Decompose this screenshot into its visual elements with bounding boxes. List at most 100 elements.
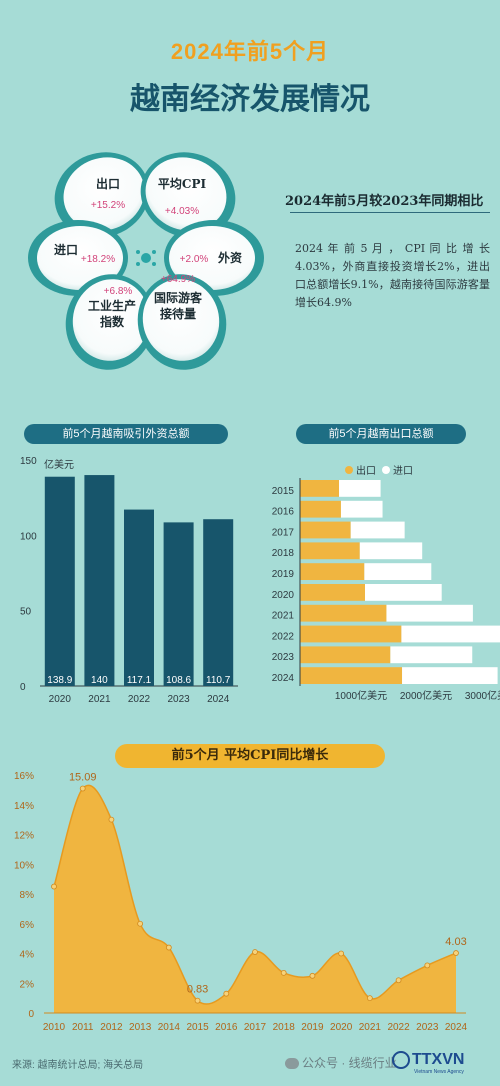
cpi-y-tick: 14%	[14, 801, 34, 812]
cpi-point	[453, 950, 459, 956]
trade-import-bar	[359, 542, 423, 560]
cpi-point	[424, 962, 431, 969]
cpi-y-tick: 16%	[14, 771, 34, 782]
summary-text: 2024 年 前 5 月 ， CPI 同 比 增 长 4.03%，外商直接投资增…	[295, 242, 490, 309]
cpi-x-tick: 2020	[330, 1022, 353, 1033]
cpi-x-tick: 2013	[129, 1022, 152, 1033]
cpi-x-tick: 2016	[215, 1022, 238, 1033]
cpi-data-label: 4.03	[445, 936, 466, 948]
petal-industry-value: +6.8%	[104, 286, 133, 297]
petal-fdi-label: 外资	[218, 250, 242, 265]
fdi-x-tick: 2021	[88, 694, 111, 705]
cpi-x-tick: 2018	[273, 1022, 296, 1033]
petal-import-label: 进口	[54, 242, 78, 257]
cpi-x-tick: 2014	[158, 1022, 181, 1033]
trade-export-bar	[300, 500, 341, 518]
cpi-point	[280, 969, 287, 976]
summary-title: 2024年前5月较2023年同期相比	[285, 194, 484, 209]
trade-y-tick: 2017	[272, 527, 295, 538]
cpi-point	[137, 920, 144, 927]
petal-import-value: +18.2%	[81, 254, 115, 265]
trade-chart-title: 前5个月越南出口总额	[296, 424, 466, 444]
cpi-x-tick: 2022	[387, 1022, 410, 1033]
trade-y-tick: 2015	[272, 486, 295, 497]
summary-divider	[290, 212, 490, 213]
fdi-x-tick: 2024	[207, 694, 230, 705]
trade-y-tick: 2024	[272, 673, 295, 684]
svg-text:TTXVN: TTXVN	[412, 1051, 464, 1068]
wechat-account: 公众号 · 线缆行业	[285, 1054, 397, 1071]
fdi-bar-value: 117.1	[127, 675, 152, 686]
cpi-point	[223, 990, 230, 997]
cpi-x-tick: 2021	[359, 1022, 382, 1033]
trade-export-bar	[300, 563, 365, 580]
cpi-data-label: 15.09	[69, 772, 97, 784]
fdi-y-tick: 0	[20, 682, 26, 693]
cpi-point	[51, 883, 57, 890]
legend-export-label: 出口	[356, 464, 376, 477]
cpi-point	[309, 972, 316, 979]
trade-x-tick: 1000亿美元	[335, 689, 387, 702]
cpi-x-tick: 2010	[43, 1022, 66, 1033]
petal-tourists-label-2: 接待量	[160, 306, 196, 321]
year-title: 2024年前5个月	[170, 39, 330, 64]
trade-import-bar	[401, 625, 500, 643]
petal-export-value: +15.2%	[91, 200, 125, 211]
trade-x-tick: 3000亿美元	[465, 689, 500, 702]
legend-import-label: 进口	[393, 465, 413, 477]
trade-export-bar	[300, 625, 402, 643]
indicator-flower: 出口 +15.2% 平均CPI +4.03% 进口 +18.2% +2.0% 外…	[28, 152, 264, 370]
fdi-x-tick: 2020	[49, 694, 72, 705]
trade-y-tick: 2016	[272, 507, 295, 518]
fdi-bar	[124, 509, 154, 686]
cpi-y-tick: 4%	[20, 950, 35, 961]
fdi-y-tick: 150	[20, 456, 37, 467]
trade-y-tick: 2021	[272, 611, 295, 622]
fdi-bar-value: 138.9	[47, 675, 72, 686]
fdi-chart-title: 前5个月越南吸引外资总额	[24, 424, 228, 444]
fdi-y-axis-label: 亿美元	[44, 458, 74, 471]
petal-tourists-value: +64.9%	[161, 274, 195, 285]
trade-export-bar	[300, 480, 339, 497]
petal-tourists-label-1: 国际游客	[154, 290, 203, 305]
trade-y-tick: 2020	[272, 590, 295, 601]
cpi-y-tick: 12%	[14, 831, 34, 842]
petal-fdi-value: +2.0%	[180, 254, 209, 265]
cpi-y-tick: 8%	[20, 890, 35, 901]
trade-import-bar	[364, 563, 432, 580]
cpi-x-tick: 2015	[186, 1022, 209, 1033]
petal-export: 出口 +15.2%	[54, 152, 150, 238]
cpi-x-tick: 2012	[100, 1022, 123, 1033]
cpi-area	[54, 785, 456, 1013]
petal-cpi-value: +4.03%	[165, 206, 199, 217]
petal-industry-label-2: 指数	[100, 314, 125, 329]
cpi-y-tick: 10%	[14, 860, 34, 871]
trade-export-bar	[300, 521, 351, 539]
trade-import-bar	[350, 521, 405, 539]
wechat-icon	[285, 1058, 299, 1070]
petal-export-label: 出口	[96, 176, 120, 191]
cpi-point	[338, 950, 345, 957]
trade-x-tick: 2000亿美元	[400, 689, 452, 702]
cpi-chart-title: 前5个月 平均CPI同比增长	[115, 744, 385, 768]
petal-cpi: 平均CPI +4.03%	[140, 152, 236, 238]
petal-industry: +6.8% 工业生产 指数	[65, 274, 155, 370]
fdi-y-tick: 50	[20, 607, 32, 618]
trade-y-tick: 2023	[272, 652, 295, 663]
fdi-bar	[163, 522, 194, 686]
cpi-x-tick: 2011	[72, 1022, 94, 1033]
trade-import-bar	[386, 604, 473, 622]
cpi-data-label: 0.83	[187, 984, 208, 996]
trade-y-tick: 2018	[272, 548, 295, 559]
trade-y-tick: 2022	[272, 631, 295, 642]
trade-export-bar	[300, 604, 387, 622]
trade-import-bar	[365, 584, 442, 601]
trade-export-bar	[300, 584, 365, 601]
petal-industry-label-1: 工业生产	[88, 298, 136, 313]
cpi-point	[108, 816, 115, 823]
ttxvn-logo: TTXVN Vietnam News Agency	[392, 1051, 464, 1075]
cpi-x-tick: 2024	[445, 1022, 468, 1033]
cpi-point	[395, 977, 402, 984]
fdi-bar	[203, 519, 234, 686]
